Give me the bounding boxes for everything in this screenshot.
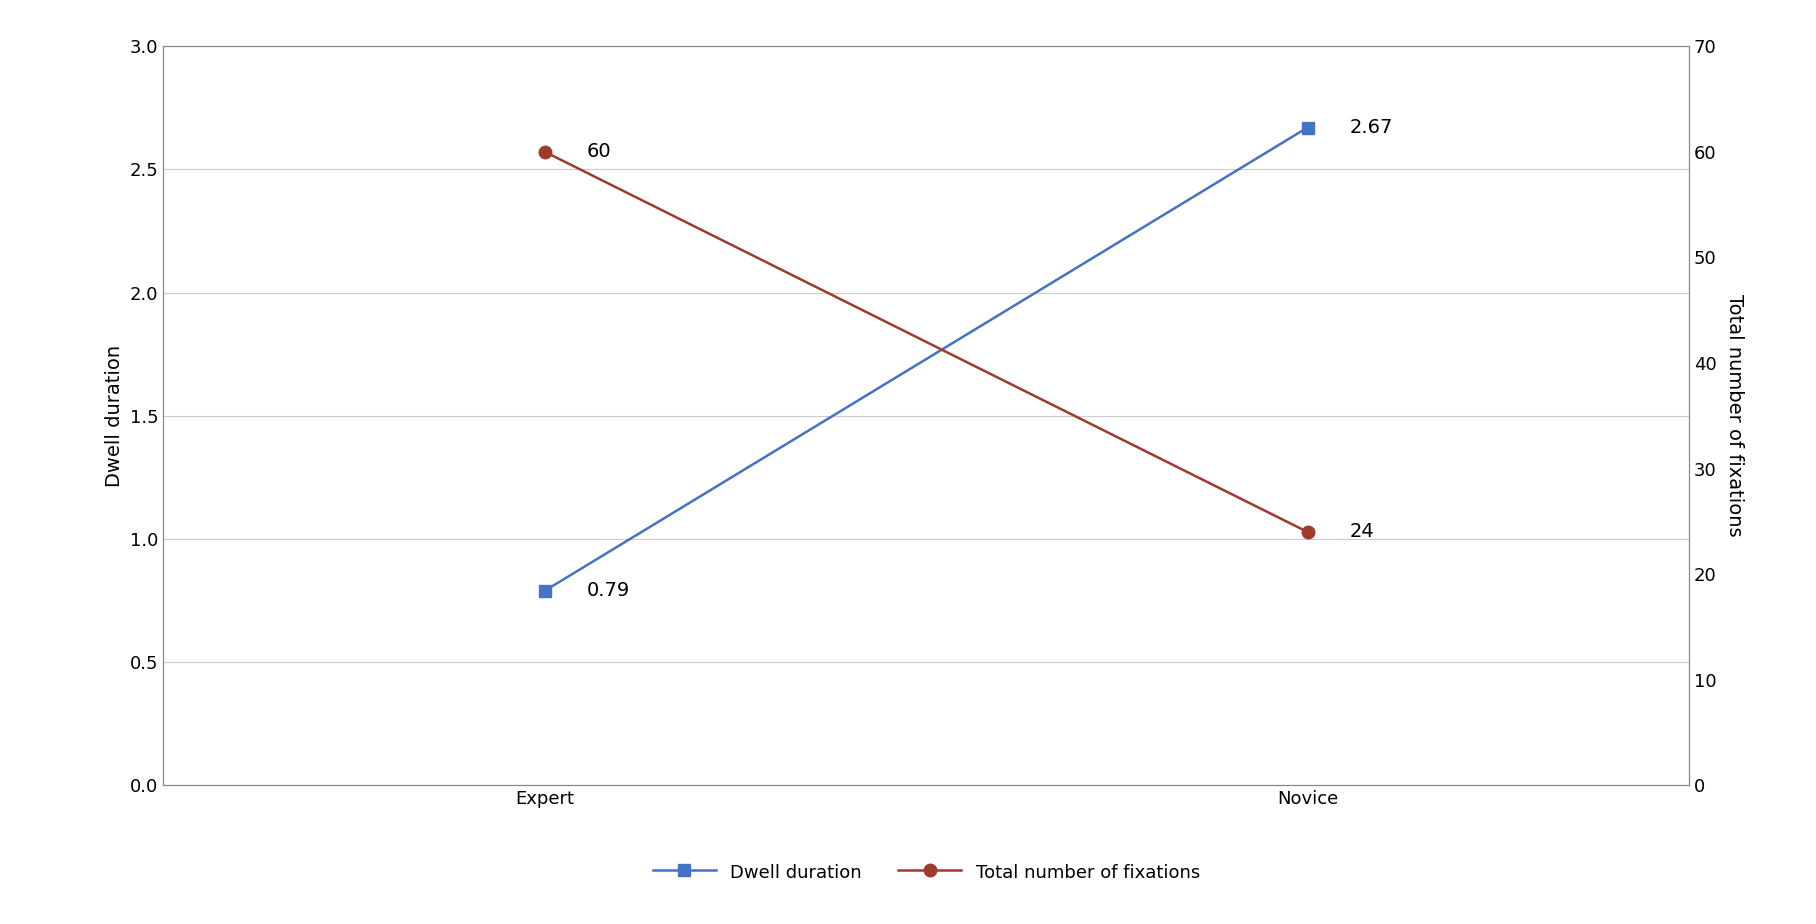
- Text: 2.67: 2.67: [1349, 118, 1393, 137]
- Dwell duration: [1297, 122, 1318, 133]
- Text: 60: 60: [587, 142, 612, 162]
- Line: Dwell duration: Dwell duration: [539, 121, 1313, 597]
- Total number of fixations: [534, 146, 556, 157]
- Total number of fixations: [1297, 527, 1318, 538]
- Legend: Dwell duration, Total number of fixations: Dwell duration, Total number of fixation…: [643, 854, 1209, 891]
- Y-axis label: Dwell duration: Dwell duration: [105, 345, 123, 487]
- Text: 24: 24: [1349, 522, 1375, 541]
- Text: 0.79: 0.79: [587, 581, 630, 601]
- Dwell duration: [534, 585, 556, 596]
- Y-axis label: Total number of fixations: Total number of fixations: [1725, 295, 1745, 537]
- Line: Total number of fixations: Total number of fixations: [539, 146, 1313, 538]
